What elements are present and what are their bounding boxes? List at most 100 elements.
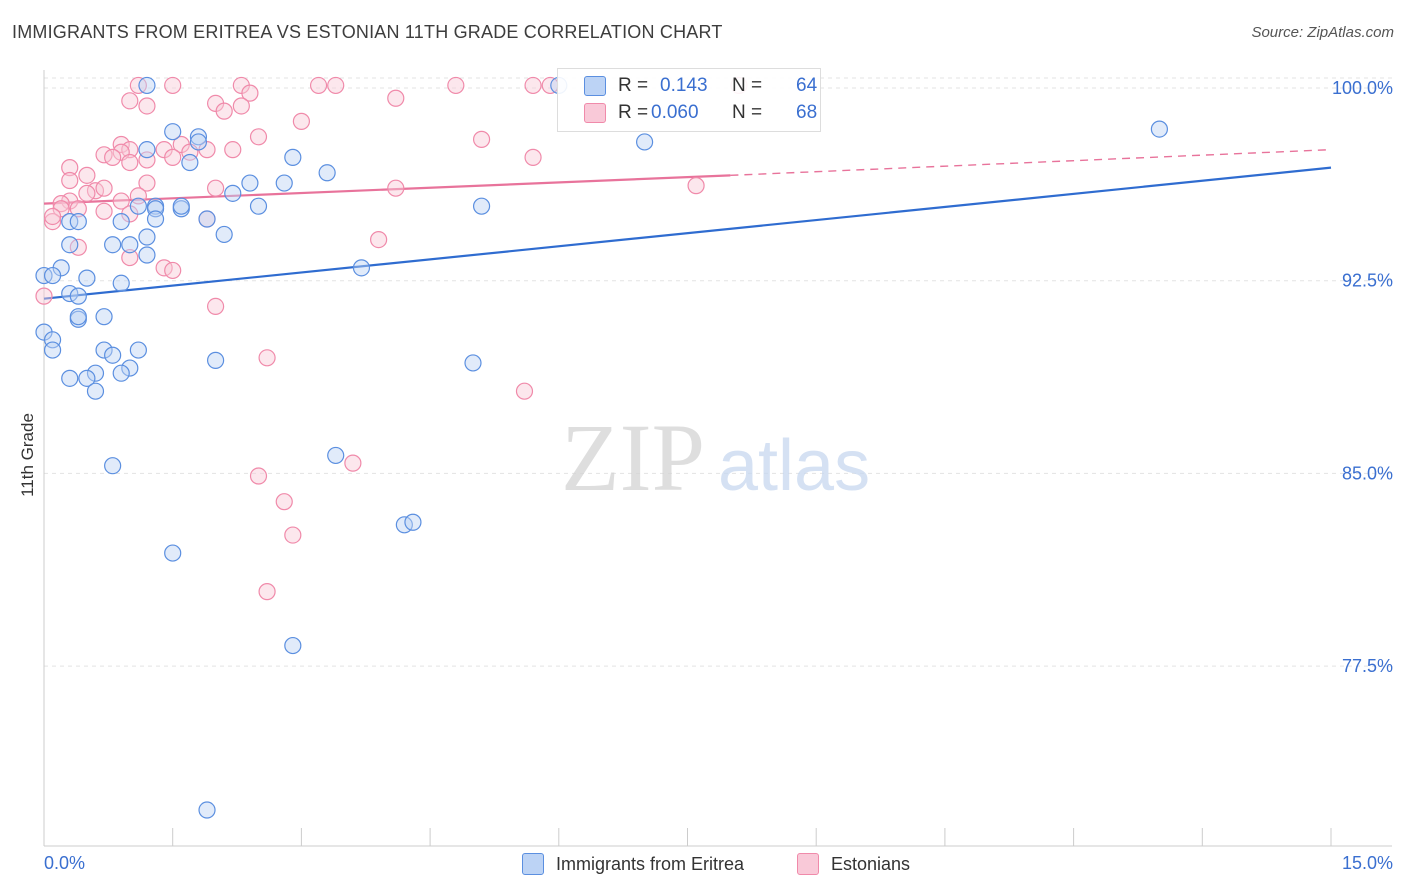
- bottom-legend-label-pink: Estonians: [831, 853, 911, 874]
- point-eritrea: [284, 148, 302, 166]
- point-estonians: [258, 583, 276, 601]
- point-eritrea: [404, 513, 422, 531]
- point-eritrea: [181, 153, 199, 172]
- point-estonians: [284, 526, 302, 544]
- point-estonians: [138, 97, 156, 115]
- point-eritrea: [86, 364, 105, 382]
- point-estonians: [35, 287, 53, 305]
- point-eritrea: [138, 246, 156, 264]
- point-eritrea: [104, 346, 122, 364]
- y-tick-label: 77.5%: [1342, 656, 1393, 676]
- point-estonians: [61, 171, 79, 190]
- point-eritrea: [327, 446, 345, 465]
- point-estonians: [327, 76, 345, 95]
- point-estonians: [164, 261, 182, 280]
- point-estonians: [95, 179, 113, 197]
- legend-r-label: R =: [618, 75, 649, 96]
- bottom-legend-swatch-pink: [797, 853, 819, 875]
- bottom-legend-pink: Estonians: [797, 852, 910, 876]
- trendline-blue: [43, 166, 1332, 300]
- legend-n-label: N =: [732, 102, 763, 123]
- legend-r-value: 0.060: [651, 102, 699, 123]
- point-estonians: [69, 200, 87, 218]
- point-eritrea: [172, 197, 190, 215]
- point-eritrea: [69, 213, 87, 231]
- point-eritrea: [249, 197, 268, 215]
- point-estonians: [207, 179, 225, 197]
- point-eritrea: [198, 210, 216, 228]
- point-estonians: [515, 382, 534, 400]
- tick-labels: 77.5% 85.0% 92.5% 100.0% 0.0% 15.0%: [44, 78, 1393, 873]
- point-estonians: [292, 112, 310, 130]
- point-eritrea: [275, 174, 293, 192]
- y-tick-label: 85.0%: [1342, 463, 1393, 483]
- point-estonians: [472, 130, 491, 148]
- point-estonians: [104, 148, 122, 166]
- point-eritrea: [464, 354, 482, 372]
- point-estonians: [687, 177, 705, 195]
- trendlines: [43, 148, 1332, 300]
- point-eritrea: [472, 197, 491, 215]
- legend-n-label: N =: [732, 75, 763, 96]
- point-eritrea: [104, 236, 122, 254]
- point-estonians: [232, 97, 250, 115]
- point-eritrea: [1150, 120, 1169, 138]
- point-eritrea: [224, 184, 242, 202]
- point-eritrea: [138, 141, 156, 159]
- point-estonians: [61, 159, 79, 177]
- bottom-legend-swatch-blue: [522, 853, 544, 875]
- point-eritrea: [112, 274, 130, 292]
- point-eritrea: [95, 308, 113, 326]
- point-estonians: [78, 166, 96, 184]
- point-eritrea: [78, 269, 96, 287]
- point-eritrea: [129, 197, 147, 215]
- point-estonians: [43, 207, 62, 226]
- point-estonians: [370, 230, 388, 249]
- point-estonians: [309, 76, 328, 95]
- point-estonians: [387, 89, 405, 107]
- source-label: Source: ZipAtlas.com: [1251, 24, 1394, 41]
- point-eritrea: [112, 364, 130, 382]
- point-estonians: [215, 102, 233, 120]
- point-eritrea: [86, 382, 105, 400]
- point-eritrea: [207, 351, 225, 369]
- point-eritrea: [61, 369, 79, 387]
- point-eritrea: [198, 801, 216, 819]
- legend-r-value: 0.143: [660, 75, 708, 96]
- points: [35, 76, 1169, 819]
- point-eritrea: [138, 228, 156, 246]
- legend-r-label: R =: [618, 102, 649, 123]
- watermark-atlas: atlas: [718, 426, 870, 506]
- point-estonians: [241, 84, 259, 102]
- point-estonians: [121, 153, 139, 172]
- point-eritrea: [112, 213, 130, 231]
- point-eritrea: [121, 359, 139, 377]
- legend-n-value: 68: [796, 102, 818, 123]
- point-eritrea: [352, 259, 371, 277]
- point-eritrea: [215, 225, 233, 244]
- point-estonians: [121, 248, 139, 267]
- point-eritrea: [635, 133, 654, 151]
- watermark-zip: ZIP: [561, 404, 705, 511]
- y-tick-label: 100.0%: [1332, 78, 1393, 98]
- point-estonians: [164, 148, 182, 166]
- legend-n-value: 64: [796, 75, 818, 96]
- point-eritrea: [43, 341, 62, 359]
- point-eritrea: [164, 123, 182, 141]
- point-eritrea: [69, 287, 87, 305]
- point-estonians: [258, 349, 276, 367]
- point-eritrea: [138, 76, 156, 95]
- point-estonians: [112, 192, 130, 210]
- point-estonians: [78, 184, 96, 202]
- point-eritrea: [43, 266, 62, 285]
- point-estonians: [249, 128, 268, 146]
- axes: [43, 70, 1392, 847]
- point-eritrea: [284, 636, 302, 655]
- point-estonians: [95, 202, 113, 220]
- point-eritrea: [189, 133, 208, 151]
- y-tick-label: 92.5%: [1342, 271, 1393, 291]
- point-estonians: [524, 148, 542, 166]
- point-eritrea: [164, 544, 182, 562]
- point-eritrea: [78, 369, 96, 387]
